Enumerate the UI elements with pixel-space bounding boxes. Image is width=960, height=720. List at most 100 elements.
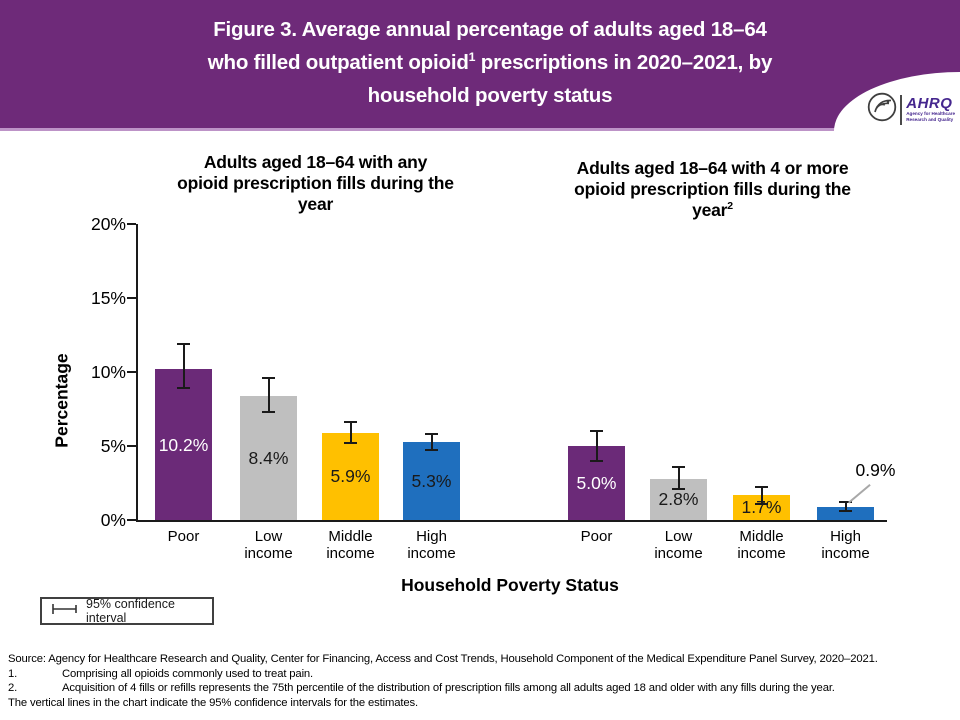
category-label: High income bbox=[821, 528, 870, 562]
figure-title: Figure 3. Average annual percentage of a… bbox=[130, 13, 850, 112]
ci-cap-top bbox=[177, 342, 190, 345]
ci-whisker bbox=[595, 431, 598, 461]
superscript: 1 bbox=[468, 50, 476, 65]
title-line: opioid prescription fills during the bbox=[148, 173, 483, 194]
callout-value-label: 0.9% bbox=[855, 459, 896, 480]
title-line: year bbox=[148, 194, 483, 215]
title-text: Adults aged 18–64 with 4 or more bbox=[576, 158, 849, 178]
ci-whisker bbox=[844, 502, 847, 512]
ahrq-logo: AHRQ Agency for Healthcare Research and … bbox=[866, 91, 955, 128]
title-line: household poverty status bbox=[130, 79, 850, 112]
y-axis-tick-label: 15% bbox=[90, 288, 126, 308]
bar-low-income bbox=[240, 395, 297, 520]
logo-tagline: Research and Quality bbox=[906, 116, 954, 122]
callout-line bbox=[847, 483, 871, 504]
ci-cap-top bbox=[262, 376, 275, 379]
bar-high-income bbox=[403, 441, 460, 520]
bar-poor bbox=[155, 369, 212, 520]
x-axis-line bbox=[136, 520, 887, 522]
ci-cap-bottom bbox=[672, 487, 685, 490]
legend-label: 95% confidence interval bbox=[86, 597, 175, 625]
header-divider-line bbox=[0, 128, 960, 131]
ci-whisker bbox=[677, 466, 680, 489]
confidence-interval-icon bbox=[51, 602, 78, 620]
bar-value-label: 2.8% bbox=[658, 489, 699, 510]
hhs-eagle-icon bbox=[866, 91, 898, 128]
category-label: Low income bbox=[244, 528, 293, 562]
title-text: year bbox=[297, 194, 334, 214]
y-axis-tick-label: 5% bbox=[100, 436, 126, 456]
title-line: opioid prescription fills during the bbox=[550, 179, 875, 200]
ci-whisker bbox=[430, 434, 433, 451]
footnote-row: 2. Acquisition of 4 fills or refills repr… bbox=[0, 681, 952, 696]
category-label: High income bbox=[407, 528, 456, 562]
y-axis-tick bbox=[127, 445, 136, 447]
ci-cap-top bbox=[344, 421, 357, 424]
ci-cap-bottom bbox=[262, 410, 275, 413]
bar-middle-income bbox=[322, 432, 379, 520]
ci-cap-bottom bbox=[590, 459, 603, 462]
ci-cap-bottom bbox=[839, 510, 852, 513]
ci-cap-top bbox=[425, 433, 438, 436]
ci-cap-bottom bbox=[425, 449, 438, 452]
y-axis-tick bbox=[127, 519, 136, 521]
footnote-text: The vertical lines in the chart indicate… bbox=[8, 696, 419, 709]
ci-cap-top bbox=[839, 501, 852, 504]
y-axis-tick bbox=[127, 371, 136, 373]
bar-value-label: 5.9% bbox=[330, 466, 371, 487]
bar-value-label: 5.0% bbox=[576, 473, 617, 493]
title-text: prescriptions in 2020–2021, by bbox=[475, 51, 773, 74]
ci-cap-bottom bbox=[177, 387, 190, 390]
category-label: Middle income bbox=[737, 528, 786, 562]
bar-value-label: 10.2% bbox=[158, 434, 209, 455]
y-axis-line bbox=[136, 224, 138, 522]
ci-whisker bbox=[267, 377, 270, 412]
title-line: Figure 3. Average annual percentage of a… bbox=[130, 13, 850, 46]
ci-cap-bottom bbox=[344, 442, 357, 445]
ci-whisker bbox=[349, 422, 352, 444]
y-axis-tick-label: 10% bbox=[90, 362, 126, 382]
y-axis-tick bbox=[127, 297, 136, 299]
y-axis-tick-label: 20% bbox=[90, 214, 126, 234]
category-label: Middle income bbox=[326, 528, 375, 562]
title-text: Figure 3. Average annual percentage of a… bbox=[213, 18, 767, 41]
logo-divider bbox=[900, 94, 903, 125]
logo-tagline: Agency for Healthcare bbox=[906, 111, 955, 117]
footnote-number: 2. bbox=[8, 682, 18, 695]
category-label: Poor bbox=[167, 528, 200, 545]
left-panel-title: Adults aged 18–64 with any opioid prescri… bbox=[148, 152, 483, 215]
title-line: who filled outpatient opioid1 prescripti… bbox=[130, 46, 850, 79]
ci-whisker bbox=[760, 487, 763, 504]
ci-cap-bottom bbox=[755, 502, 768, 505]
footer-notes: Source: Agency for Healthcare Research a… bbox=[0, 652, 952, 710]
title-line: year2 bbox=[550, 200, 875, 221]
footnote-row: Source: Agency for Healthcare Research a… bbox=[0, 652, 952, 667]
footnote-text: Source: Agency for Healthcare Research a… bbox=[8, 653, 878, 665]
ci-whisker bbox=[182, 343, 185, 389]
ci-cap-top bbox=[672, 465, 685, 468]
category-label: Poor bbox=[580, 528, 613, 545]
footnote-number: 1. bbox=[8, 667, 18, 680]
title-text: year bbox=[692, 200, 728, 220]
bar-high-income bbox=[817, 506, 874, 520]
title-text: household poverty status bbox=[367, 84, 613, 107]
header-banner bbox=[0, 0, 960, 128]
right-panel-title: Adults aged 18–64 with 4 or more opioid p… bbox=[550, 158, 875, 221]
logo-text-block: AHRQ Agency for Healthcare Research and … bbox=[906, 95, 955, 122]
footnote-row: 1. Comprising all opioids commonly used t… bbox=[0, 667, 952, 682]
footnote-text: Acquisition of 4 fills or refills repres… bbox=[62, 682, 835, 695]
y-axis-tick-label: 0% bbox=[100, 510, 126, 530]
bar-value-label: 8.4% bbox=[248, 447, 289, 468]
x-axis-title: Household Poverty Status bbox=[401, 575, 619, 595]
superscript: 2 bbox=[727, 200, 733, 213]
logo-org-name: AHRQ bbox=[906, 95, 953, 113]
ci-cap-top bbox=[755, 486, 768, 489]
bar-value-label: 5.3% bbox=[411, 470, 452, 491]
title-text: opioid prescription fills during the bbox=[574, 179, 851, 199]
bar-value-label: 1.7% bbox=[741, 497, 782, 518]
legend-box: 95% confidence interval bbox=[40, 597, 214, 625]
y-axis-tick bbox=[127, 223, 136, 225]
ci-cap-top bbox=[590, 430, 603, 433]
category-label: Low income bbox=[654, 528, 703, 562]
footnote-text: Comprising all opioids commonly used to … bbox=[62, 667, 314, 680]
